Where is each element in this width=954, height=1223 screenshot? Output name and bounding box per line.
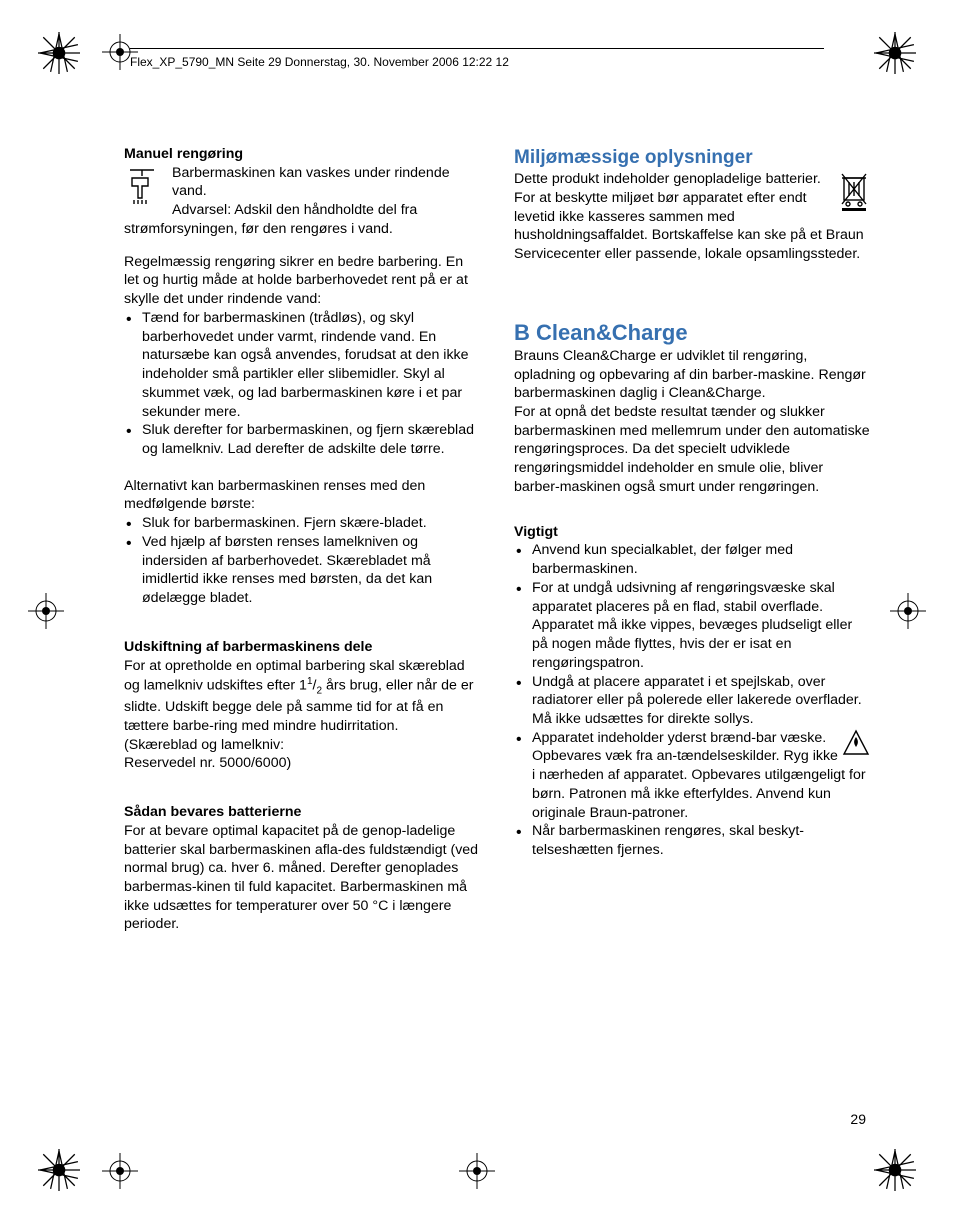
wash-under-water-icon (124, 164, 166, 206)
list-item: Sluk for barbermaskinen. Fjern skære-bla… (124, 514, 480, 533)
right-column: Miljømæssige oplysninger Dette produkt i… (514, 145, 870, 934)
environment-block: Dette produkt indeholder genopladelige b… (514, 170, 870, 264)
list-item: Sluk derefter for barbermaskinen, og fje… (124, 421, 480, 458)
heading-manual-cleaning: Manuel rengøring (124, 145, 480, 164)
crosshair-left (28, 593, 64, 629)
brush-steps-list: Sluk for barbermaskinen. Fjern skære-bla… (124, 514, 480, 608)
heading-important: Vigtigt (514, 523, 870, 542)
regmark-top-right (874, 32, 916, 74)
list-item: Når barbermaskinen rengøres, skal beskyt… (514, 822, 870, 859)
text-regular-cleaning: Regelmæssig rengøring sikrer en bedre ba… (124, 253, 480, 309)
battery-text: For at bevare optimal kapacitet på de ge… (124, 822, 480, 934)
left-column: Manuel rengøring Barbermaskinen kan vask… (124, 145, 480, 934)
heading-battery: Sådan bevares batterierne (124, 803, 480, 822)
header-text: Flex_XP_5790_MN Seite 29 Donnerstag, 30.… (130, 55, 509, 69)
regmark-bottom-right (874, 1149, 916, 1191)
list-item: Ved hjælp af børsten renses lamelkniven … (124, 533, 480, 608)
list-item: Apparatet indeholder yderst brænd-bar væ… (514, 729, 870, 823)
list-item: Tænd for barbermaskinen (trådløs), og sk… (124, 309, 480, 421)
text-warning: Advarsel: Adskil den håndholdte del fra … (124, 202, 417, 237)
environment-text: Dette produkt indeholder genopladelige b… (514, 171, 864, 262)
text-alternative: Alternativt kan barbermaskinen renses me… (124, 477, 480, 514)
heading-clean-charge: B Clean&Charge (514, 318, 870, 347)
regmark-top-left (38, 32, 80, 74)
manual-cleaning-intro: Barbermaskinen kan vaskes under rindende… (124, 164, 480, 239)
crosshair-bottom-mid (459, 1153, 495, 1189)
list-item: For at undgå udsivning af rengøringsvæsk… (514, 579, 870, 673)
page-content: Manuel rengøring Barbermaskinen kan vask… (124, 145, 870, 934)
text-wash: Barbermaskinen kan vaskes under rindende… (172, 165, 450, 200)
flammable-icon (842, 729, 870, 757)
page-number: 29 (850, 1111, 866, 1127)
crosshair-bottom (102, 1153, 138, 1189)
replacement-text: For at opretholde en optimal barbering s… (124, 657, 480, 773)
heading-replacement: Udskiftning af barbermaskinens dele (124, 638, 480, 657)
cleaning-steps-list: Tænd for barbermaskinen (trådløs), og sk… (124, 309, 480, 459)
print-header: Flex_XP_5790_MN Seite 29 Donnerstag, 30.… (130, 48, 824, 69)
heading-environment: Miljømæssige oplysninger (514, 145, 870, 170)
list-item: Anvend kun specialkablet, der følger med… (514, 541, 870, 578)
important-list: Anvend kun specialkablet, der følger med… (514, 541, 870, 859)
clean-charge-intro: Brauns Clean&Charge er udviklet til reng… (514, 347, 870, 403)
regmark-bottom-left (38, 1149, 80, 1191)
clean-charge-detail: For at opnå det bedste resultat tænder o… (514, 403, 870, 497)
crosshair-right (890, 593, 926, 629)
list-item: Undgå at placere apparatet i et spejlska… (514, 673, 870, 729)
weee-bin-icon (838, 170, 870, 212)
